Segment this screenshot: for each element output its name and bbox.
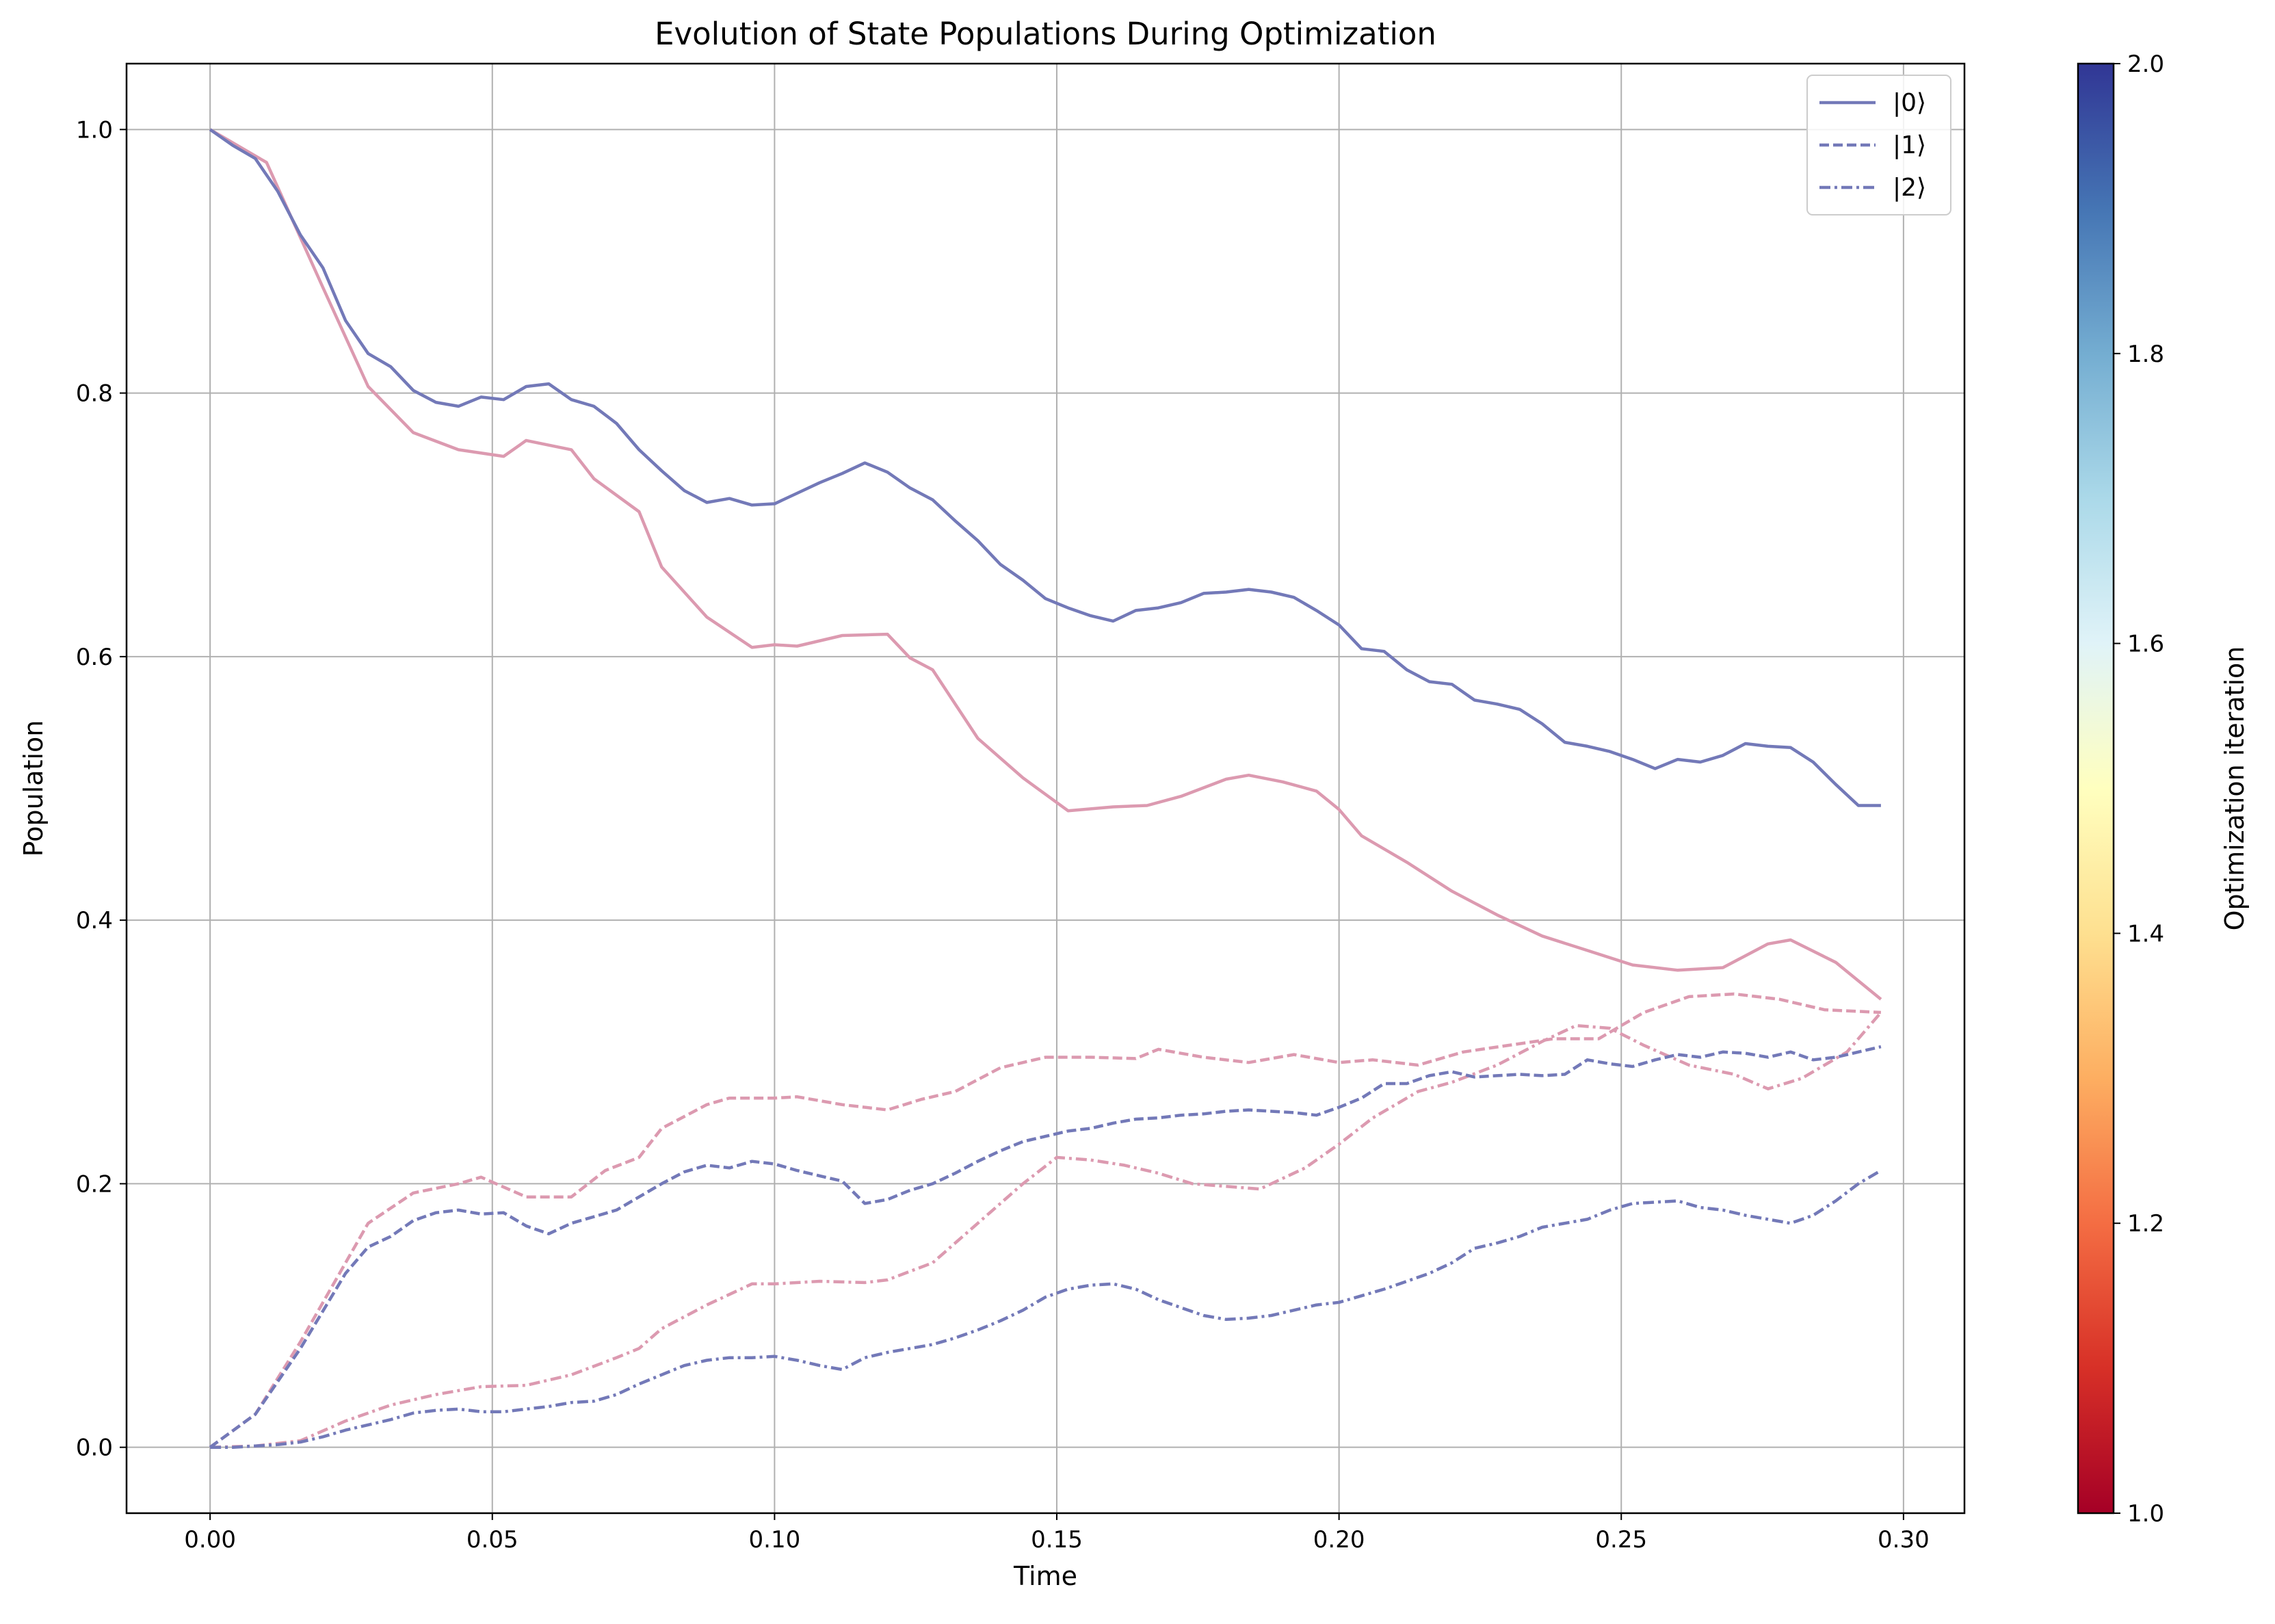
x-tick-label: 0.05 [466,1526,518,1554]
series-line-iter1-dashed [209,992,1882,1449]
x-tick-label: 0.15 [1031,1526,1083,1554]
colorbar-tick-label: 1.0 [2127,1500,2164,1528]
y-tick-label: 0.2 [76,1170,113,1198]
y-tick-label: 0.8 [76,380,113,408]
y-tick-label: 0.6 [76,644,113,671]
axes-frame [125,62,1966,1515]
legend: |0⟩ |1⟩ |2⟩ [1806,75,1951,215]
series-line-iter1-solid [209,128,1882,1001]
colorbar-tick-label: 1.6 [2127,631,2164,658]
chart-title: Evolution of State Populations During Op… [655,16,1436,52]
x-tick-label: 0.30 [1878,1526,1930,1554]
legend-box [1806,75,1951,215]
legend-label: |0⟩ [1893,89,1926,117]
legend-label: |2⟩ [1893,174,1926,202]
colorbar-tick-label: 1.4 [2127,920,2164,947]
plot-lines [209,128,1882,1449]
colorbar-tick-label: 2.0 [2127,51,2164,78]
series-line-iter2-solid [209,128,1881,807]
y-tick-label: 0.4 [76,907,113,934]
y-tick-label: 1.0 [76,116,113,144]
series-line-iter1-dashdot [210,1011,1882,1449]
colorbar-tick-label: 1.8 [2127,341,2164,368]
y-axis-label: Population [18,720,49,857]
x-tick-label: 0.20 [1313,1526,1365,1554]
legend-label: |1⟩ [1893,131,1926,159]
grid [127,64,1964,1513]
colorbar-label: Optimization iteration [2220,646,2250,931]
colorbar: 1.0 1.2 1.4 1.6 1.8 2.0 Optimization iteration [2077,51,2250,1528]
x-tick-label: 0.00 [184,1526,236,1554]
colorbar-gradient [2077,62,2115,1515]
series-line-iter2-dashed [209,1045,1882,1449]
y-tick-label: 0.0 [76,1435,113,1462]
x-axis-label: Time [1013,1561,1077,1591]
series-line-iter2-dashdot [210,1169,1882,1449]
x-tick-label: 0.10 [749,1526,801,1554]
colorbar-tick-label: 1.2 [2127,1210,2164,1237]
axis-ticks: 0.00 0.05 0.10 0.15 0.20 0.25 0.30 0.0 0.2 0.4 0.6… [76,116,1930,1554]
x-tick-label: 0.25 [1595,1526,1647,1554]
